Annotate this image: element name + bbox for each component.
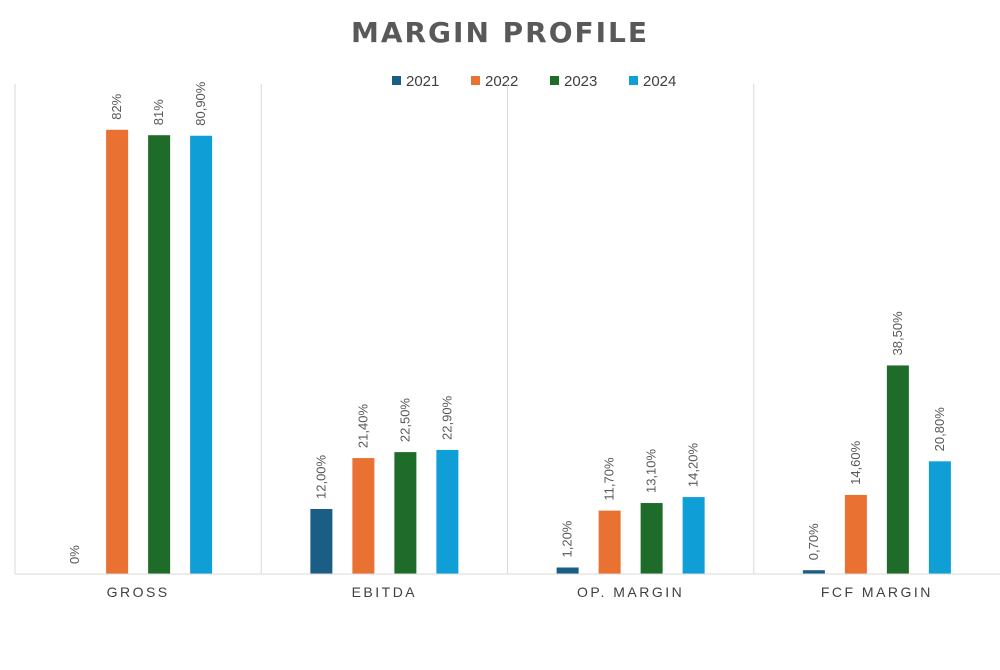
legend-label: 2023	[564, 73, 597, 90]
data-label: 11,70%	[602, 457, 617, 501]
data-label: 22,50%	[397, 398, 412, 443]
data-label: 12,00%	[313, 454, 328, 499]
data-label: 80,90%	[193, 81, 208, 126]
category-labels: GROSS EBITDA OP. MARGIN FCF MARGIN	[107, 584, 933, 600]
data-label: 0%	[67, 545, 82, 564]
bar-ebitda-2022	[352, 458, 375, 574]
data-label: 0,70%	[806, 523, 821, 560]
category-label: FCF MARGIN	[821, 584, 933, 600]
bar-fcf-margin-2024	[928, 461, 951, 574]
legend-swatch	[471, 76, 480, 85]
bar-op-margin-2024	[682, 497, 705, 574]
data-label: 20,80%	[932, 407, 947, 452]
data-label: 13,10%	[644, 449, 659, 494]
category-label: EBITDA	[352, 584, 418, 600]
legend-swatch	[550, 76, 559, 85]
legend-swatch	[392, 76, 401, 85]
bar-op-margin-2022	[598, 510, 621, 574]
bar-fcf-margin-2023	[886, 365, 909, 574]
data-label: 14,60%	[848, 440, 863, 485]
category-label: OP. MARGIN	[577, 584, 684, 600]
bar-gross-2022	[106, 129, 129, 574]
data-label: 81%	[151, 99, 166, 125]
data-label: 14,20%	[686, 443, 701, 488]
legend-swatch	[629, 76, 638, 85]
bar-fcf-margin-2022	[844, 494, 867, 574]
bar-gross-2024	[190, 135, 213, 575]
legend: 2021 2022 2023 2024	[392, 73, 676, 90]
bar-op-margin-2021	[556, 567, 579, 574]
data-label: 1,20%	[560, 520, 575, 557]
chart-title: MARGIN PROFILE	[351, 16, 649, 49]
data-label: 21,40%	[355, 404, 370, 449]
category-dividers	[14, 84, 755, 574]
bars	[106, 129, 951, 575]
legend-label: 2024	[643, 73, 676, 90]
data-label: 38,50%	[890, 311, 905, 356]
bar-ebitda-2024	[436, 449, 459, 574]
category-label: GROSS	[107, 584, 170, 600]
bar-ebitda-2023	[394, 452, 417, 574]
data-label: 82%	[109, 93, 124, 119]
bar-ebitda-2021	[310, 508, 333, 574]
bar-op-margin-2023	[640, 503, 663, 574]
legend-label: 2022	[485, 73, 518, 90]
data-label: 22,90%	[439, 395, 454, 440]
bar-fcf-margin-2021	[802, 570, 825, 574]
data-labels: 0% 82% 81% 80,90% 12,00% 21,40% 22,50% 22,90% 1,…	[67, 81, 947, 564]
legend-label: 2021	[406, 73, 439, 90]
bar-gross-2023	[148, 135, 171, 574]
